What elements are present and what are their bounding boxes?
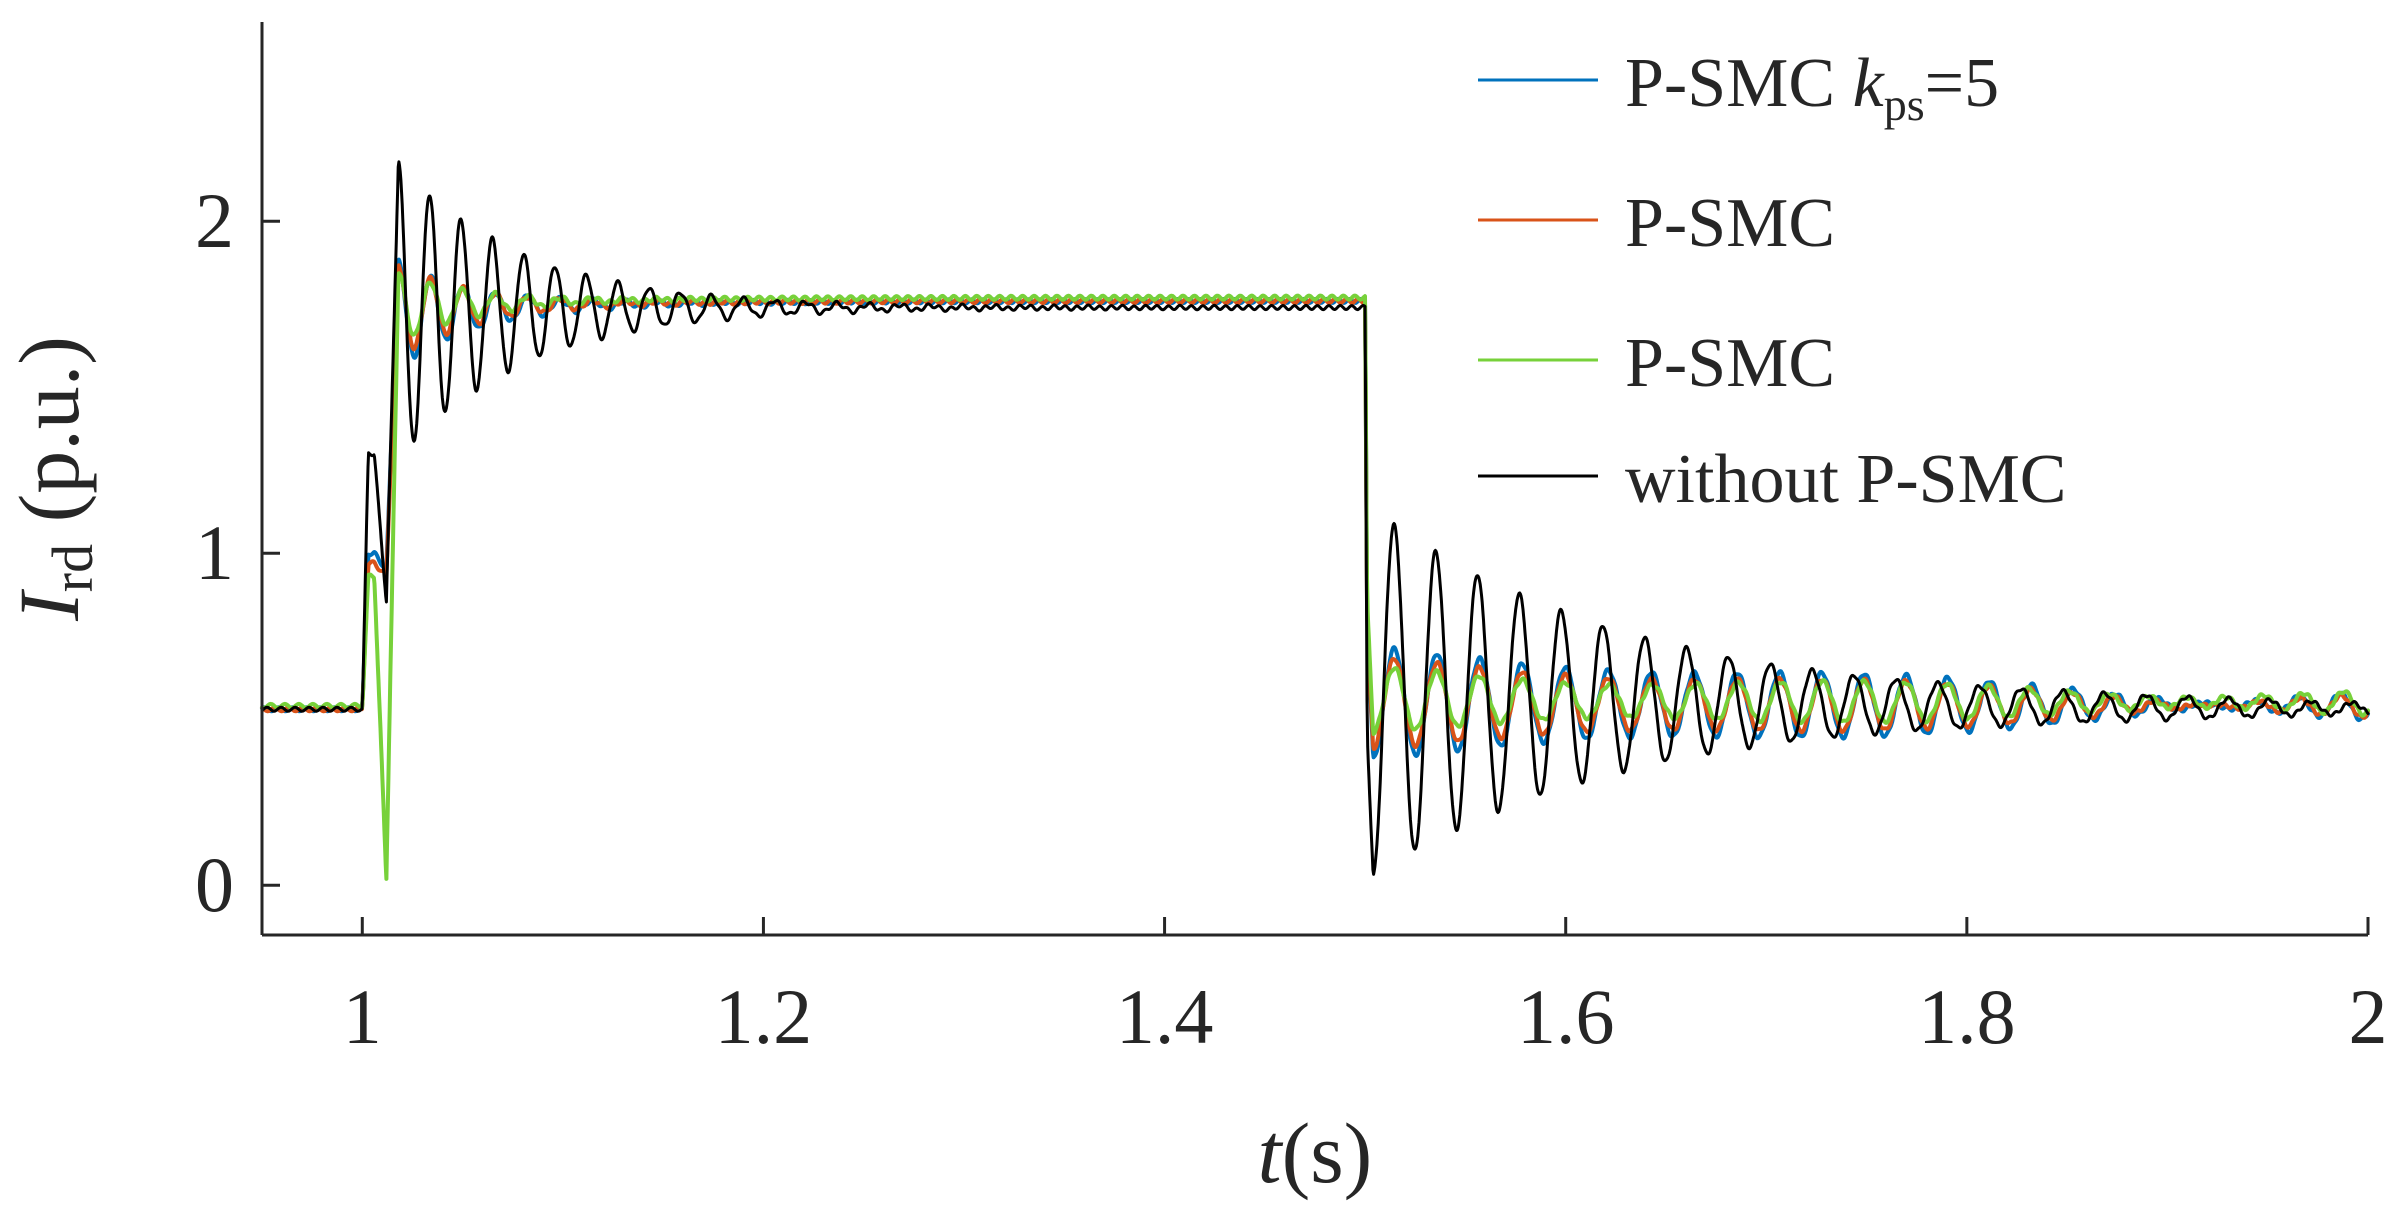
x-axis-title-unit: (s) — [1282, 1105, 1373, 1201]
legend-item-black: without P-SMC — [1478, 441, 2067, 518]
y-axis-title-var: I — [1, 589, 97, 622]
y-tick-label: 2 — [195, 177, 234, 264]
axes — [260, 22, 2368, 937]
legend-label-orange: P-SMC — [1625, 185, 1835, 262]
x-tick-label: 1.8 — [1918, 973, 2016, 1060]
series-line-green — [260, 271, 2370, 881]
legend-label-blue: P-SMC kps=5 — [1625, 45, 1999, 130]
legend-item-blue: P-SMC kps=5 — [1478, 45, 1999, 130]
x-tick-label: 1.2 — [715, 973, 813, 1060]
ticks: 1 1.2 1.4 1.6 1.8 2 0 1 2 — [195, 177, 2388, 1060]
legend-item-green: P-SMC — [1478, 325, 1835, 402]
y-tick-label: 0 — [195, 841, 234, 928]
series-layer — [260, 160, 2370, 881]
y-tick-label: 1 — [195, 509, 234, 596]
y-axis-title-unit: (p.u.) — [1, 336, 97, 544]
legend: P-SMC kps=5 P-SMC P-SMC without P-SMC — [1478, 45, 2067, 518]
x-tick-label: 1.6 — [1517, 973, 1615, 1060]
x-tick-label: 1 — [343, 973, 382, 1060]
x-axis-title-var: t — [1258, 1105, 1284, 1201]
y-axis-title-sub: rd — [40, 544, 105, 592]
series-line-black — [260, 160, 2370, 876]
x-tick-label: 1.4 — [1116, 973, 1214, 1060]
x-axis-title: t(s) — [1258, 1105, 1373, 1201]
legend-item-orange: P-SMC — [1478, 185, 1835, 262]
y-axis-title: Ird (p.u.) — [1, 336, 105, 622]
legend-label-black: without P-SMC — [1625, 441, 2067, 518]
x-tick-label: 2 — [2349, 973, 2388, 1060]
legend-label-green: P-SMC — [1625, 325, 1835, 402]
